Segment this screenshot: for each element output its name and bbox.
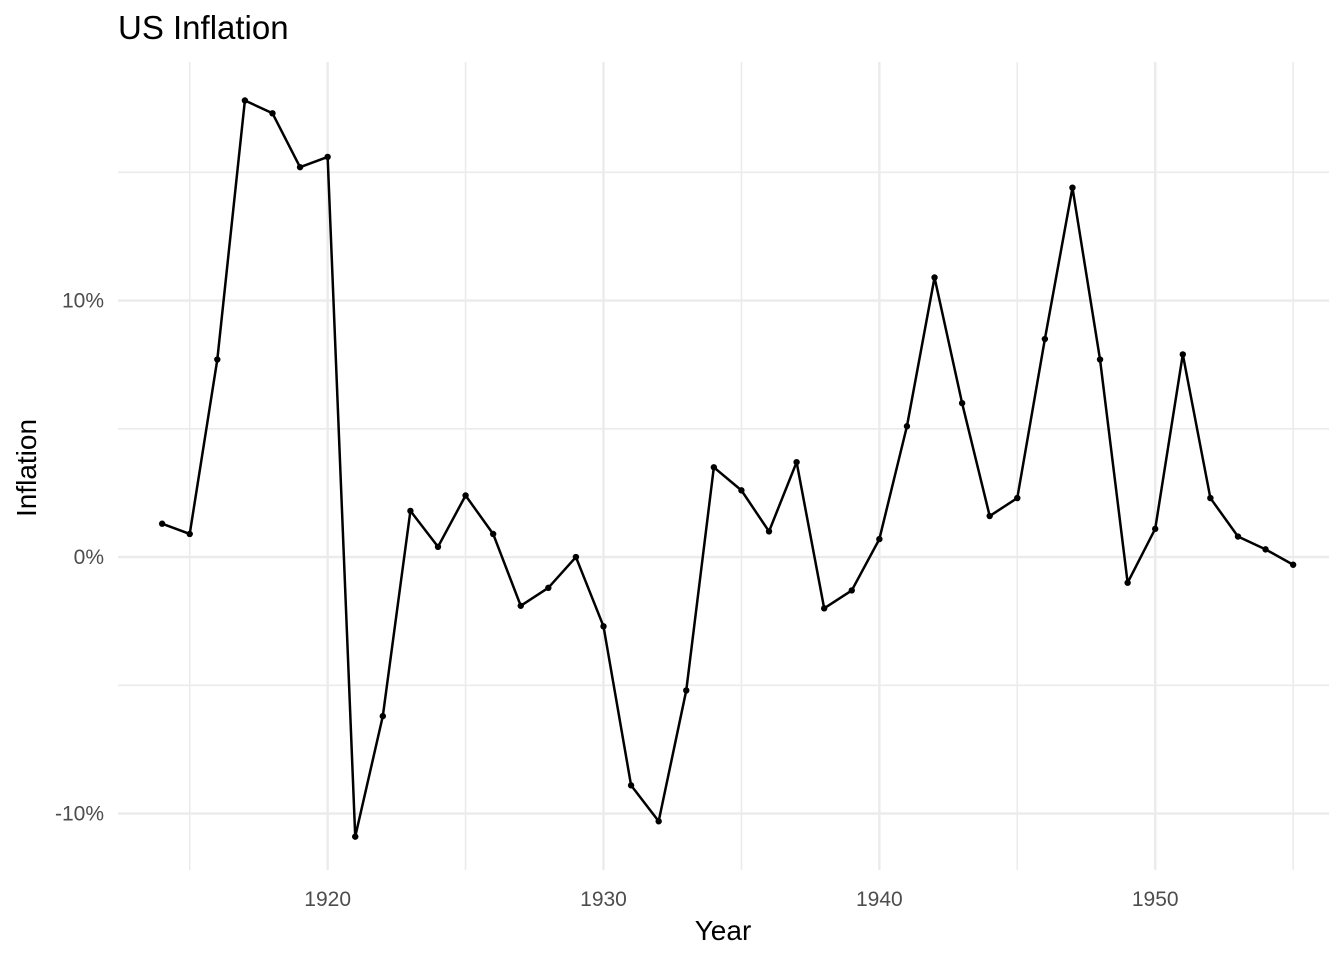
data-point: [958, 399, 966, 407]
x-tick-label: 1940: [856, 888, 903, 911]
data-point: [1179, 351, 1186, 358]
data-point: [324, 153, 331, 161]
x-tick-label: 1930: [580, 888, 627, 911]
data-point: [1014, 494, 1021, 502]
y-tick-label: -10%: [55, 803, 104, 826]
data-point: [600, 623, 607, 630]
data-point: [1041, 335, 1049, 343]
data-point: [434, 543, 442, 550]
y-axis-title: Inflation: [11, 419, 42, 517]
y-axis-ticks: 10% 0% -10%: [55, 290, 104, 826]
data-point: [572, 553, 580, 561]
data-point: [462, 492, 469, 499]
y-tick-label: 10%: [62, 290, 104, 313]
grid-layer: [118, 62, 1329, 870]
data-point: [1069, 184, 1076, 191]
data-point: [1289, 561, 1297, 568]
data-point: [1096, 356, 1104, 363]
data-point: [627, 782, 635, 789]
y-tick-label: 0%: [74, 546, 104, 569]
x-tick-label: 1950: [1132, 888, 1179, 911]
data-point: [407, 507, 414, 515]
data-point: [379, 712, 387, 720]
data-point: [903, 423, 911, 430]
series-layer: [158, 97, 1297, 840]
data-point: [986, 512, 993, 520]
x-axis-ticks: 1920 1930 1940 1950: [304, 888, 1178, 911]
data-point: [545, 584, 552, 592]
data-point: [517, 602, 524, 609]
data-point: [1152, 525, 1159, 533]
data-point: [352, 833, 359, 840]
data-point: [765, 528, 773, 535]
data-point: [241, 97, 249, 104]
data-point: [655, 818, 662, 825]
x-tick-label: 1920: [304, 888, 351, 911]
series-line: [160, 99, 1295, 838]
data-point: [820, 605, 828, 612]
data-point: [1207, 494, 1214, 502]
data-point: [738, 487, 745, 494]
data-point: [793, 458, 800, 466]
data-point: [269, 110, 276, 117]
data-point: [710, 464, 718, 471]
chart-title: US Inflation: [118, 9, 289, 46]
data-point: [214, 356, 221, 363]
data-point: [876, 535, 883, 543]
data-point: [1124, 579, 1131, 586]
data-point: [683, 687, 690, 694]
data-point: [296, 163, 304, 171]
data-point: [1262, 546, 1269, 553]
x-axis-title: Year: [695, 915, 752, 946]
data-point: [1234, 533, 1242, 540]
data-point: [848, 587, 855, 594]
data-point: [489, 530, 497, 538]
data-point: [186, 530, 193, 538]
data-point: [931, 274, 938, 281]
data-point: [158, 520, 166, 527]
